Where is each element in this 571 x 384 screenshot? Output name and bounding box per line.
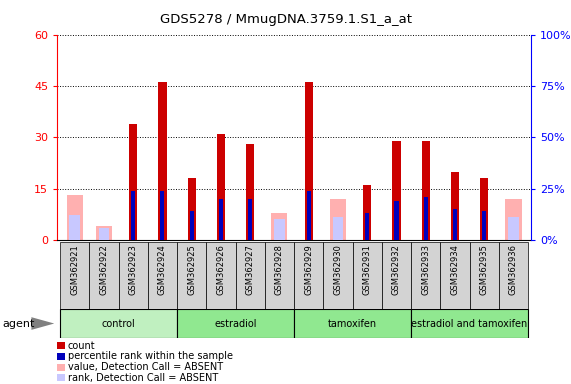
Bar bbox=[188, 179, 196, 240]
Bar bbox=[131, 191, 135, 240]
Bar bbox=[265, 242, 294, 309]
Text: GSM362928: GSM362928 bbox=[275, 244, 284, 295]
Bar bbox=[363, 185, 371, 240]
Bar bbox=[480, 179, 488, 240]
Bar bbox=[307, 191, 311, 240]
Text: GSM362923: GSM362923 bbox=[128, 244, 138, 295]
Text: GSM362930: GSM362930 bbox=[333, 244, 343, 295]
Text: estradiol and tamoxifen: estradiol and tamoxifen bbox=[412, 318, 528, 329]
Text: GSM362924: GSM362924 bbox=[158, 244, 167, 295]
Bar bbox=[160, 191, 164, 240]
Bar bbox=[294, 242, 323, 309]
Text: GSM362927: GSM362927 bbox=[246, 244, 255, 295]
Bar bbox=[177, 309, 294, 338]
Bar bbox=[330, 199, 346, 240]
Bar bbox=[323, 242, 352, 309]
Text: tamoxifen: tamoxifen bbox=[328, 318, 377, 329]
Bar bbox=[392, 141, 400, 240]
Text: GSM362931: GSM362931 bbox=[363, 244, 372, 295]
Text: GSM362922: GSM362922 bbox=[99, 244, 108, 295]
Bar bbox=[158, 83, 167, 240]
Text: GSM362936: GSM362936 bbox=[509, 244, 518, 295]
Text: GDS5278 / MmugDNA.3759.1.S1_a_at: GDS5278 / MmugDNA.3759.1.S1_a_at bbox=[159, 13, 412, 26]
Text: GSM362932: GSM362932 bbox=[392, 244, 401, 295]
Text: percentile rank within the sample: percentile rank within the sample bbox=[68, 351, 233, 361]
Bar bbox=[89, 242, 119, 309]
Text: GSM362934: GSM362934 bbox=[451, 244, 460, 295]
Bar bbox=[294, 309, 411, 338]
Bar bbox=[469, 242, 499, 309]
Bar bbox=[99, 228, 109, 240]
Bar bbox=[421, 141, 430, 240]
Text: GSM362935: GSM362935 bbox=[480, 244, 489, 295]
Text: GSM362926: GSM362926 bbox=[216, 244, 226, 295]
Text: rank, Detection Call = ABSENT: rank, Detection Call = ABSENT bbox=[68, 373, 218, 383]
Bar bbox=[395, 201, 399, 240]
Text: GSM362925: GSM362925 bbox=[187, 244, 196, 295]
Bar bbox=[411, 242, 440, 309]
Text: control: control bbox=[102, 318, 135, 329]
Bar bbox=[274, 220, 285, 240]
Text: GSM362929: GSM362929 bbox=[304, 244, 313, 295]
Bar bbox=[411, 309, 528, 338]
Text: agent: agent bbox=[3, 318, 35, 329]
Bar bbox=[206, 242, 236, 309]
Text: estradiol: estradiol bbox=[214, 318, 257, 329]
Text: GSM362933: GSM362933 bbox=[421, 244, 430, 295]
Text: count: count bbox=[68, 341, 95, 351]
Bar bbox=[67, 195, 83, 240]
Bar bbox=[119, 242, 148, 309]
Bar bbox=[96, 226, 112, 240]
Bar bbox=[453, 209, 457, 240]
Bar bbox=[508, 217, 518, 240]
Bar bbox=[248, 199, 252, 240]
Bar bbox=[333, 217, 343, 240]
Bar bbox=[148, 242, 177, 309]
Bar bbox=[236, 242, 265, 309]
Bar bbox=[177, 242, 206, 309]
Bar bbox=[352, 242, 382, 309]
Text: GSM362921: GSM362921 bbox=[70, 244, 79, 295]
Bar bbox=[70, 215, 80, 240]
Bar bbox=[451, 172, 459, 240]
Bar bbox=[60, 309, 177, 338]
Polygon shape bbox=[31, 317, 54, 330]
Bar bbox=[424, 197, 428, 240]
Bar bbox=[382, 242, 411, 309]
Bar bbox=[304, 83, 313, 240]
Bar bbox=[219, 199, 223, 240]
Bar bbox=[271, 213, 287, 240]
Bar bbox=[505, 199, 521, 240]
Bar bbox=[482, 211, 486, 240]
Bar bbox=[190, 211, 194, 240]
Bar bbox=[129, 124, 137, 240]
Bar bbox=[217, 134, 225, 240]
Text: value, Detection Call = ABSENT: value, Detection Call = ABSENT bbox=[68, 362, 223, 372]
Bar bbox=[60, 242, 89, 309]
Bar bbox=[440, 242, 469, 309]
Bar bbox=[499, 242, 528, 309]
Bar bbox=[365, 213, 369, 240]
Bar bbox=[246, 144, 254, 240]
